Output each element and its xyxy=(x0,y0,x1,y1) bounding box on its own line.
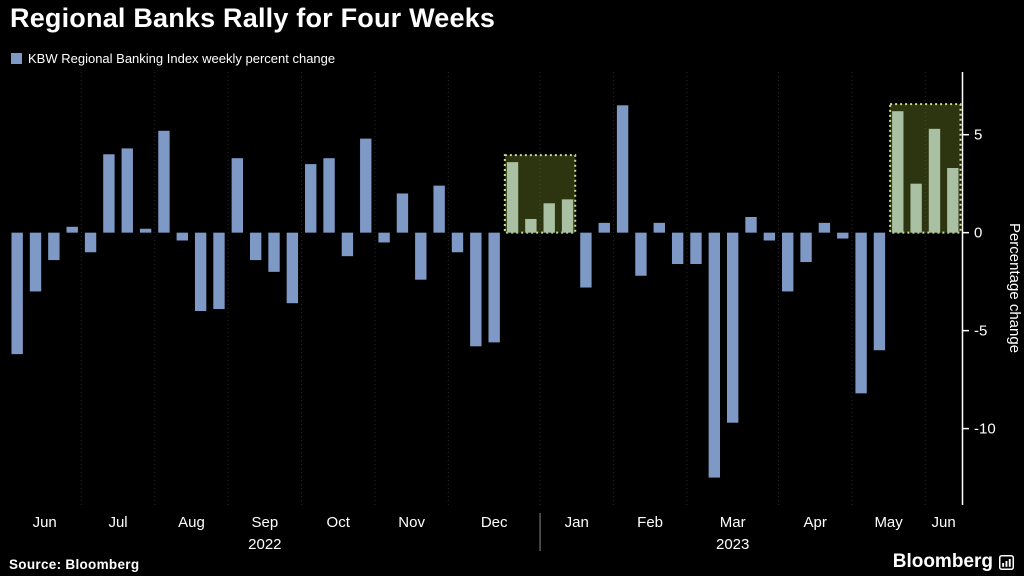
bar xyxy=(231,158,244,233)
bar xyxy=(451,232,464,253)
bar xyxy=(690,232,702,265)
bar xyxy=(653,222,665,233)
bar xyxy=(268,232,280,272)
bar xyxy=(470,232,482,347)
legend-label: KBW Regional Banking Index weekly percen… xyxy=(28,51,336,66)
bar xyxy=(892,111,904,233)
bar xyxy=(194,232,207,312)
y-axis-tick-label: 0 xyxy=(974,225,982,242)
bar xyxy=(616,105,629,233)
bar xyxy=(671,232,684,265)
bloomberg-wordmark: Bloomberg xyxy=(892,551,993,572)
bar xyxy=(48,232,60,261)
bar xyxy=(561,199,574,233)
bar xyxy=(580,232,592,288)
y-axis-tick-label: -5 xyxy=(974,323,987,340)
bar xyxy=(837,232,849,239)
bar xyxy=(103,154,115,233)
bloomberg-logo: Bloomberg xyxy=(893,551,1014,573)
bar xyxy=(543,203,555,233)
bar xyxy=(598,222,610,233)
x-axis-month-label: Sep xyxy=(251,514,278,531)
bar xyxy=(708,232,721,478)
x-axis-year-label: 2023 xyxy=(716,536,749,553)
x-axis-month-label: Aug xyxy=(178,514,205,531)
bar xyxy=(158,130,170,233)
x-axis-year-label: 2022 xyxy=(248,536,281,553)
legend: KBW Regional Banking Index weekly percen… xyxy=(11,51,335,66)
x-axis-month-label: Apr xyxy=(804,514,827,531)
bar xyxy=(928,128,941,233)
x-axis-month-label: Jun xyxy=(932,514,956,531)
x-axis-month-label: Nov xyxy=(398,514,425,531)
x-axis-month-label: Jun xyxy=(33,514,57,531)
x-axis-month-label: Oct xyxy=(327,514,351,531)
y-axis-tick-label: -10 xyxy=(974,421,996,438)
x-axis-month-label: Jul xyxy=(108,514,127,531)
x-axis-month-label: Dec xyxy=(481,514,508,531)
bar xyxy=(341,232,354,257)
bar xyxy=(121,148,133,233)
bar xyxy=(360,138,372,233)
chart-title: Regional Banks Rally for Four Weeks xyxy=(10,3,496,33)
bar xyxy=(726,232,739,423)
bar xyxy=(873,232,886,351)
bar xyxy=(635,232,647,276)
x-axis-month-label: Feb xyxy=(637,514,663,531)
bar xyxy=(818,222,831,233)
legend-swatch-icon xyxy=(11,53,22,64)
bar xyxy=(745,216,757,233)
bar xyxy=(782,232,794,292)
bar xyxy=(947,168,959,233)
y-axis-title: Percentage change xyxy=(1006,223,1023,353)
bar xyxy=(506,162,519,233)
bar xyxy=(855,232,867,394)
source-label: Source: Bloomberg xyxy=(9,557,140,572)
bar xyxy=(910,183,922,233)
x-axis-month-label: May xyxy=(874,514,903,531)
bar xyxy=(286,232,299,304)
bar xyxy=(213,232,225,310)
bar xyxy=(433,185,445,233)
bar xyxy=(763,232,776,241)
x-axis-month-label: Jan xyxy=(565,514,589,531)
bar xyxy=(488,232,500,343)
bar xyxy=(415,232,427,280)
bar xyxy=(378,232,390,243)
bar xyxy=(249,232,262,261)
bar xyxy=(11,232,23,355)
bar xyxy=(305,164,317,233)
bar xyxy=(29,232,42,292)
bar xyxy=(66,226,78,233)
bar xyxy=(323,158,335,233)
y-axis-tick-label: 5 xyxy=(974,127,982,144)
bar xyxy=(84,232,97,253)
bar xyxy=(139,228,152,233)
bloomberg-terminal-icon xyxy=(999,554,1014,570)
bar xyxy=(176,232,188,241)
bar xyxy=(525,218,537,233)
bar xyxy=(396,193,409,233)
x-axis-month-label: Mar xyxy=(720,514,746,531)
bar xyxy=(800,232,812,263)
